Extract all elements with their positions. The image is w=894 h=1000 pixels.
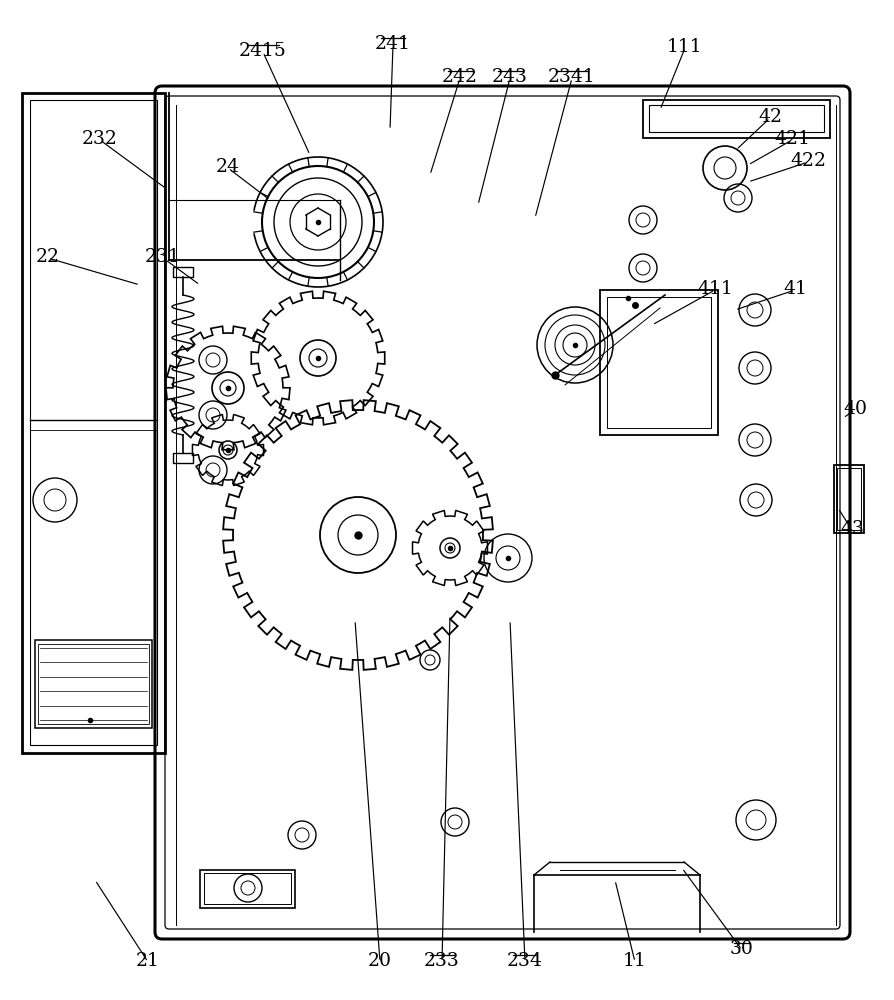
Bar [38,644,148,724]
Text: 2415: 2415 [239,42,287,60]
Text: 30: 30 [730,940,753,958]
Text: 11: 11 [622,952,646,970]
Text: 231: 231 [145,248,181,266]
Text: 411: 411 [696,280,732,298]
Bar [599,290,717,435]
Bar [642,100,829,138]
Text: 241: 241 [375,35,410,53]
Bar [836,468,860,530]
Bar [606,297,710,428]
Text: 43: 43 [839,520,863,538]
Text: 242: 242 [442,68,477,86]
Bar [648,105,823,132]
Bar [35,640,152,728]
Text: 233: 233 [424,952,460,970]
Bar [833,465,863,533]
Text: 234: 234 [507,952,543,970]
Text: 22: 22 [36,248,60,266]
Text: 24: 24 [215,158,240,176]
Bar [199,870,295,908]
Bar [173,453,193,463]
Text: 42: 42 [757,108,781,126]
Text: 111: 111 [666,38,702,56]
Bar [204,873,291,904]
Text: 243: 243 [492,68,527,86]
Text: 21: 21 [136,952,160,970]
Text: 421: 421 [773,130,809,148]
Text: 40: 40 [842,400,866,418]
Text: 232: 232 [82,130,118,148]
Bar [173,267,193,277]
Text: 422: 422 [789,152,825,170]
Text: 20: 20 [367,952,392,970]
Bar [30,100,156,745]
Bar [22,93,164,753]
Text: 41: 41 [782,280,806,298]
Text: 2341: 2341 [547,68,595,86]
